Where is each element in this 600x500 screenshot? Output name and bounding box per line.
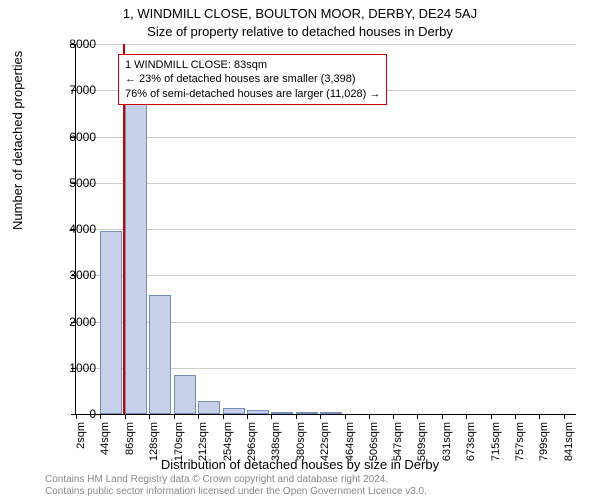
histogram-bar [296,412,318,414]
xtick-label: 841sqm [563,422,575,472]
histogram-bar [100,231,122,414]
xtick-mark [491,414,492,419]
footer-line1: Contains HM Land Registry data © Crown c… [45,474,427,486]
histogram-bar [223,408,245,414]
histogram-bar [320,412,342,414]
xtick-label: 506sqm [368,422,380,472]
ytick-label: 0 [46,407,96,421]
xtick-mark [417,414,418,419]
xtick-label: 170sqm [173,422,185,472]
gridline [76,44,576,45]
xtick-label: 757sqm [514,422,526,472]
xtick-mark [223,414,224,419]
xtick-label: 338sqm [270,422,282,472]
ytick-label: 5000 [46,176,96,190]
xtick-label: 422sqm [319,422,331,472]
xtick-label: 44sqm [99,422,111,472]
ytick-label: 7000 [46,83,96,97]
histogram-bar [247,410,269,414]
annotation-line3: 76% of semi-detached houses are larger (… [125,87,380,101]
ytick-label: 3000 [46,268,96,282]
xtick-label: 547sqm [392,422,404,472]
xtick-mark [466,414,467,419]
xtick-label: 799sqm [538,422,550,472]
gridline [76,275,576,276]
plot-area: 1 WINDMILL CLOSE: 83sqm ← 23% of detache… [75,44,576,415]
chart-title-main: 1, WINDMILL CLOSE, BOULTON MOOR, DERBY, … [0,6,600,21]
xtick-label: 212sqm [197,422,209,472]
xtick-label: 128sqm [148,422,160,472]
y-axis-label: Number of detached properties [10,51,25,230]
histogram-bar [271,412,293,414]
ytick-label: 4000 [46,222,96,236]
xtick-label: 380sqm [295,422,307,472]
xtick-label: 715sqm [490,422,502,472]
xtick-mark [442,414,443,419]
xtick-label: 296sqm [246,422,258,472]
xtick-mark [125,414,126,419]
gridline [76,183,576,184]
xtick-label: 631sqm [441,422,453,472]
xtick-label: 589sqm [416,422,428,472]
annotation-line2: ← 23% of detached houses are smaller (3,… [125,72,380,86]
xtick-mark [564,414,565,419]
chart-container: 1, WINDMILL CLOSE, BOULTON MOOR, DERBY, … [0,0,600,500]
annotation-box: 1 WINDMILL CLOSE: 83sqm ← 23% of detache… [118,54,387,105]
xtick-mark [296,414,297,419]
ytick-label: 8000 [46,37,96,51]
xtick-label: 86sqm [124,422,136,472]
xtick-mark [539,414,540,419]
xtick-label: 464sqm [344,422,356,472]
xtick-mark [247,414,248,419]
footer-line2: Contains public sector information licen… [45,486,427,498]
histogram-bar [125,104,147,414]
ytick-label: 6000 [46,130,96,144]
xtick-mark [345,414,346,419]
xtick-mark [100,414,101,419]
histogram-bar [198,401,220,414]
histogram-bar [149,295,171,414]
xtick-label: 673sqm [465,422,477,472]
gridline [76,137,576,138]
footer-attribution: Contains HM Land Registry data © Crown c… [45,474,427,498]
xtick-mark [515,414,516,419]
histogram-bar [174,375,196,414]
xtick-mark [271,414,272,419]
xtick-mark [174,414,175,419]
xtick-label: 254sqm [222,422,234,472]
gridline [76,229,576,230]
annotation-line1: 1 WINDMILL CLOSE: 83sqm [125,58,380,72]
ytick-label: 1000 [46,361,96,375]
xtick-mark [149,414,150,419]
xtick-mark [198,414,199,419]
xtick-mark [393,414,394,419]
xtick-mark [369,414,370,419]
xtick-label: 2sqm [75,422,87,472]
ytick-label: 2000 [46,315,96,329]
xtick-mark [320,414,321,419]
